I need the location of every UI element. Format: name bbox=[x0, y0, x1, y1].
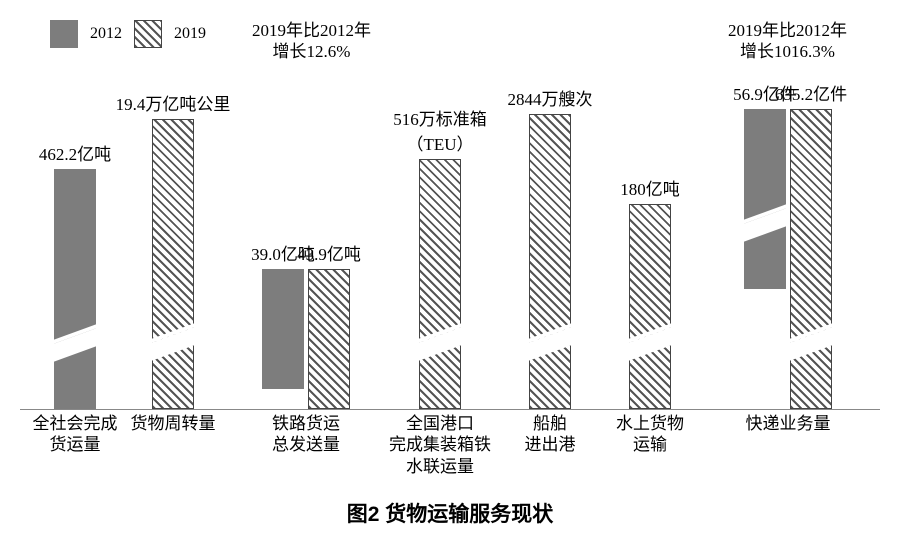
bar: 56.9亿件 bbox=[744, 109, 786, 289]
bar-group: 2844万艘次 bbox=[529, 114, 571, 409]
axis-break-icon bbox=[628, 327, 672, 361]
bar-fill bbox=[419, 159, 461, 409]
bar-fill bbox=[54, 169, 96, 409]
bar: 462.2亿吨 bbox=[54, 169, 96, 409]
bar-group: 39.0亿吨43.9亿吨 bbox=[262, 269, 350, 409]
bar-fill bbox=[744, 109, 786, 289]
bar: 39.0亿吨 bbox=[262, 269, 304, 389]
axis-break-icon bbox=[52, 328, 98, 363]
value-label: 2844万艘次 bbox=[508, 85, 593, 110]
bar-fill bbox=[790, 109, 832, 409]
value-label: 635.2亿件 bbox=[775, 80, 847, 105]
bar-fill bbox=[152, 119, 194, 409]
bar-group: 516万标准箱 （TEU） bbox=[419, 159, 461, 409]
category-label: 铁路货运 总发送量 bbox=[272, 409, 340, 456]
legend-label-2019: 2019 bbox=[174, 25, 206, 43]
bar-group: 19.4万亿吨公里 bbox=[152, 119, 194, 409]
bar-group: 180亿吨 bbox=[629, 204, 671, 409]
category-label: 货物周转量 bbox=[131, 409, 216, 434]
bar: 516万标准箱 （TEU） bbox=[419, 159, 461, 409]
value-label: 19.4万亿吨公里 bbox=[116, 90, 231, 115]
bar-fill bbox=[529, 114, 571, 409]
bar: 43.9亿吨 bbox=[308, 269, 350, 409]
bar: 180亿吨 bbox=[629, 204, 671, 409]
legend-label-2012: 2012 bbox=[90, 25, 122, 43]
bar-fill bbox=[262, 269, 304, 389]
axis-break-icon bbox=[789, 327, 833, 361]
value-label: 462.2亿吨 bbox=[39, 140, 111, 165]
plot-area: 462.2亿吨全社会完成 货运量19.4万亿吨公里货物周转量39.0亿吨43.9… bbox=[20, 80, 880, 410]
axis-break-icon bbox=[528, 327, 572, 361]
legend-swatch-2019 bbox=[134, 20, 162, 48]
category-label: 快递业务量 bbox=[746, 409, 831, 434]
category-label: 全社会完成 货运量 bbox=[33, 409, 118, 456]
bar-fill bbox=[308, 269, 350, 409]
chart-container: 2012 2019 2019年比2012年 增长12.6% 2019年比2012年… bbox=[20, 10, 880, 490]
bar-fill bbox=[629, 204, 671, 409]
bar: 19.4万亿吨公里 bbox=[152, 119, 194, 409]
figure-title: 图2 货物运输服务现状 bbox=[0, 498, 900, 528]
bar-group: 462.2亿吨 bbox=[54, 169, 96, 409]
category-label: 船舶 进出港 bbox=[525, 409, 576, 456]
value-label: 180亿吨 bbox=[620, 175, 680, 200]
annotation-note: 2019年比2012年 增长1016.3% bbox=[728, 20, 847, 63]
value-label: 43.9亿吨 bbox=[297, 240, 361, 265]
bar-group: 56.9亿件635.2亿件 bbox=[744, 109, 832, 409]
value-label: 516万标准箱 （TEU） bbox=[393, 105, 487, 155]
axis-break-icon bbox=[151, 327, 195, 361]
legend-swatch-2012 bbox=[50, 20, 78, 48]
axis-break-icon bbox=[418, 327, 462, 361]
annotation-note: 2019年比2012年 增长12.6% bbox=[252, 20, 371, 63]
legend: 2012 2019 bbox=[50, 20, 206, 48]
category-label: 全国港口 完成集装箱铁 水联运量 bbox=[389, 409, 491, 477]
category-label: 水上货物 运输 bbox=[616, 409, 684, 456]
axis-break-icon bbox=[742, 208, 788, 243]
bar: 2844万艘次 bbox=[529, 114, 571, 409]
bar: 635.2亿件 bbox=[790, 109, 832, 409]
